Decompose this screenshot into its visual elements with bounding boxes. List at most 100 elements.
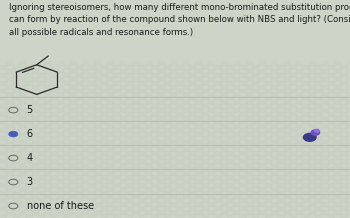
Bar xyxy=(296,85,302,89)
Bar xyxy=(50,206,57,210)
Bar xyxy=(227,89,233,92)
Bar xyxy=(63,120,69,124)
Bar xyxy=(195,132,202,136)
Bar xyxy=(0,206,6,210)
Bar xyxy=(145,202,151,206)
Bar xyxy=(76,191,82,194)
Bar xyxy=(19,187,25,191)
Bar xyxy=(176,104,183,108)
Bar xyxy=(38,151,44,155)
Bar xyxy=(214,198,220,202)
Bar xyxy=(233,171,239,175)
Bar xyxy=(126,183,132,187)
Bar xyxy=(151,96,158,100)
Bar xyxy=(302,112,309,116)
Bar xyxy=(183,77,189,81)
Bar xyxy=(38,81,44,85)
Bar xyxy=(227,206,233,210)
Bar xyxy=(296,194,302,198)
Bar xyxy=(258,194,265,198)
Bar xyxy=(69,163,76,167)
Bar xyxy=(214,81,220,85)
Bar xyxy=(76,167,82,171)
Bar xyxy=(6,179,13,183)
Bar xyxy=(328,167,334,171)
Bar xyxy=(63,89,69,92)
Bar xyxy=(13,136,19,140)
Bar xyxy=(69,108,76,112)
Bar xyxy=(302,89,309,92)
Text: 3: 3 xyxy=(27,177,33,187)
Bar xyxy=(113,183,120,187)
Bar xyxy=(101,112,107,116)
Bar xyxy=(258,179,265,183)
Bar xyxy=(220,61,227,65)
Bar xyxy=(13,96,19,100)
Bar xyxy=(69,92,76,96)
Bar xyxy=(271,179,277,183)
Bar xyxy=(233,179,239,183)
Bar xyxy=(334,116,340,120)
Bar xyxy=(38,128,44,132)
Bar xyxy=(176,183,183,187)
Bar xyxy=(258,116,265,120)
Bar xyxy=(315,65,321,69)
Bar xyxy=(334,92,340,96)
Bar xyxy=(220,155,227,159)
Bar xyxy=(44,202,50,206)
Bar xyxy=(239,183,246,187)
Bar xyxy=(220,194,227,198)
Bar xyxy=(302,175,309,179)
Bar xyxy=(340,136,346,140)
Bar xyxy=(88,214,95,218)
Bar xyxy=(151,175,158,179)
Bar xyxy=(246,116,252,120)
Bar xyxy=(38,65,44,69)
Bar xyxy=(50,143,57,147)
Bar xyxy=(208,155,214,159)
Bar xyxy=(145,147,151,151)
Bar xyxy=(170,124,176,128)
Bar xyxy=(176,191,183,194)
Bar xyxy=(321,155,328,159)
Bar xyxy=(284,85,290,89)
Bar xyxy=(6,171,13,175)
Bar xyxy=(69,100,76,104)
Bar xyxy=(139,65,145,69)
Bar xyxy=(296,69,302,73)
Bar xyxy=(139,191,145,194)
Bar xyxy=(302,159,309,163)
Bar xyxy=(145,187,151,191)
Bar xyxy=(113,151,120,155)
Bar xyxy=(189,104,195,108)
Bar xyxy=(88,198,95,202)
Bar xyxy=(227,112,233,116)
Bar xyxy=(69,171,76,175)
Bar xyxy=(76,143,82,147)
Bar xyxy=(265,191,271,194)
Bar xyxy=(94,140,101,143)
Bar xyxy=(271,124,277,128)
Bar xyxy=(277,136,284,140)
Bar xyxy=(113,89,120,92)
Bar xyxy=(334,163,340,167)
Bar xyxy=(258,85,265,89)
Bar xyxy=(132,179,139,183)
Bar xyxy=(277,183,284,187)
Bar xyxy=(227,214,233,218)
Bar xyxy=(44,194,50,198)
Bar xyxy=(202,120,208,124)
Bar xyxy=(220,171,227,175)
Bar xyxy=(195,163,202,167)
Bar xyxy=(290,191,296,194)
Bar xyxy=(145,124,151,128)
Bar xyxy=(120,61,126,65)
Bar xyxy=(284,92,290,96)
Bar xyxy=(38,206,44,210)
Bar xyxy=(63,136,69,140)
Bar xyxy=(183,171,189,175)
Bar xyxy=(290,214,296,218)
Bar xyxy=(277,65,284,69)
Bar xyxy=(265,167,271,171)
Bar xyxy=(88,159,95,163)
